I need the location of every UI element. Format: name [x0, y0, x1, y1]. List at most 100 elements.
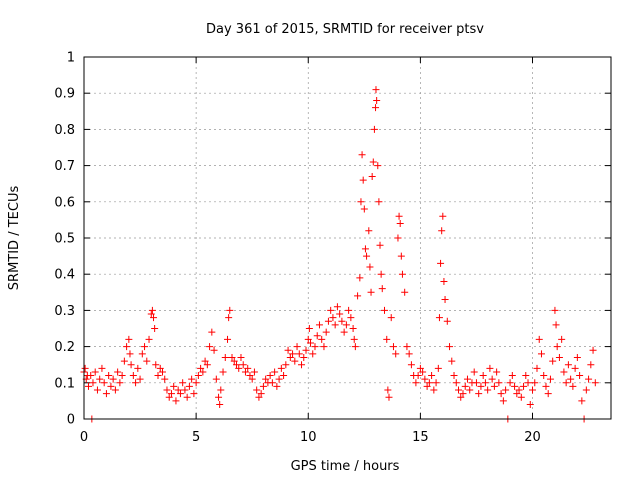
data-point: [165, 393, 173, 401]
x-tick-label: 0: [80, 430, 88, 445]
data-point: [562, 379, 570, 387]
data-point: [354, 292, 362, 300]
data-point: [309, 350, 317, 358]
data-point: [225, 314, 233, 322]
data-point: [156, 364, 164, 372]
data-point: [102, 390, 110, 398]
data-point: [87, 372, 95, 380]
data-point: [358, 151, 366, 159]
data-point: [300, 353, 308, 361]
data-point: [529, 386, 537, 394]
y-tick-label: 0.1: [54, 376, 75, 391]
plot-frame: [83, 56, 612, 420]
data-point: [295, 350, 303, 358]
data-point: [315, 321, 323, 329]
data-point: [81, 364, 89, 372]
data-point: [555, 353, 563, 361]
data-point: [412, 379, 420, 387]
data-point: [569, 382, 577, 390]
data-point: [585, 375, 593, 383]
data-point: [210, 346, 218, 354]
y-tick-label: 0.5: [54, 232, 75, 247]
data-point: [349, 325, 357, 332]
data-point: [148, 306, 156, 314]
data-point: [392, 350, 400, 358]
data-point: [419, 368, 427, 376]
data-point: [434, 364, 442, 372]
data-point: [401, 288, 409, 296]
data-point: [461, 382, 469, 390]
data-point: [311, 343, 319, 351]
data-point: [374, 162, 382, 170]
data-point: [141, 343, 149, 351]
y-tick-label: 0.3: [54, 304, 75, 319]
data-point: [513, 390, 521, 398]
data-point: [438, 227, 446, 235]
gridlines: [84, 57, 611, 419]
data-point: [188, 375, 196, 383]
y-tick-label: 0.9: [54, 87, 75, 102]
data-point: [486, 364, 494, 372]
data-point: [161, 375, 169, 383]
data-point: [564, 361, 572, 369]
data-point: [221, 353, 229, 361]
data-point: [381, 306, 389, 314]
data-point: [357, 198, 365, 206]
data-point: [345, 306, 353, 314]
data-point: [397, 252, 405, 260]
data-point: [280, 372, 288, 380]
data-point: [217, 386, 225, 394]
data-point: [257, 390, 265, 398]
data-point: [368, 172, 376, 180]
data-point: [350, 335, 358, 343]
data-point: [111, 386, 119, 394]
data-point: [423, 382, 431, 390]
data-point: [338, 317, 346, 325]
data-point: [150, 314, 158, 322]
data-point: [576, 372, 584, 380]
y-tick-label: 0: [67, 413, 75, 428]
data-point: [145, 335, 153, 343]
data-point: [463, 375, 471, 383]
data-point: [170, 382, 178, 390]
data-point: [373, 96, 381, 104]
chart-title: Day 361 of 2015, SRMTID for receiver pts…: [206, 22, 484, 37]
data-point: [255, 393, 263, 401]
data-point: [336, 310, 344, 318]
data-point: [477, 382, 485, 390]
data-point: [378, 285, 386, 293]
x-tick-label: 10: [300, 430, 317, 445]
data-point: [172, 397, 180, 405]
data-point: [360, 205, 368, 213]
data-point: [116, 379, 124, 387]
data-point: [533, 364, 541, 372]
data-point: [367, 288, 375, 296]
data-point: [578, 397, 586, 405]
x-tick-label: 5: [192, 430, 200, 445]
data-point: [395, 212, 403, 220]
data-point: [490, 382, 498, 390]
data-point: [407, 361, 415, 369]
data-point: [582, 386, 590, 394]
data-point: [506, 379, 514, 387]
data-point: [208, 328, 216, 336]
data-point: [226, 306, 234, 314]
data-point: [194, 372, 202, 380]
data-point: [129, 372, 137, 380]
data-point: [219, 368, 227, 376]
x-axis-label: GPS time / hours: [291, 459, 400, 474]
data-point: [93, 386, 101, 394]
data-point: [282, 361, 290, 369]
data-point: [304, 335, 312, 343]
data-point: [340, 328, 348, 336]
data-point: [522, 372, 530, 380]
data-point: [216, 401, 224, 409]
data-point: [376, 241, 384, 249]
data-point: [452, 379, 460, 387]
data-point: [394, 234, 402, 242]
data-point: [333, 303, 341, 311]
data-point: [329, 314, 337, 322]
data-point: [377, 270, 385, 278]
data-point: [495, 379, 503, 387]
data-point: [266, 372, 274, 380]
